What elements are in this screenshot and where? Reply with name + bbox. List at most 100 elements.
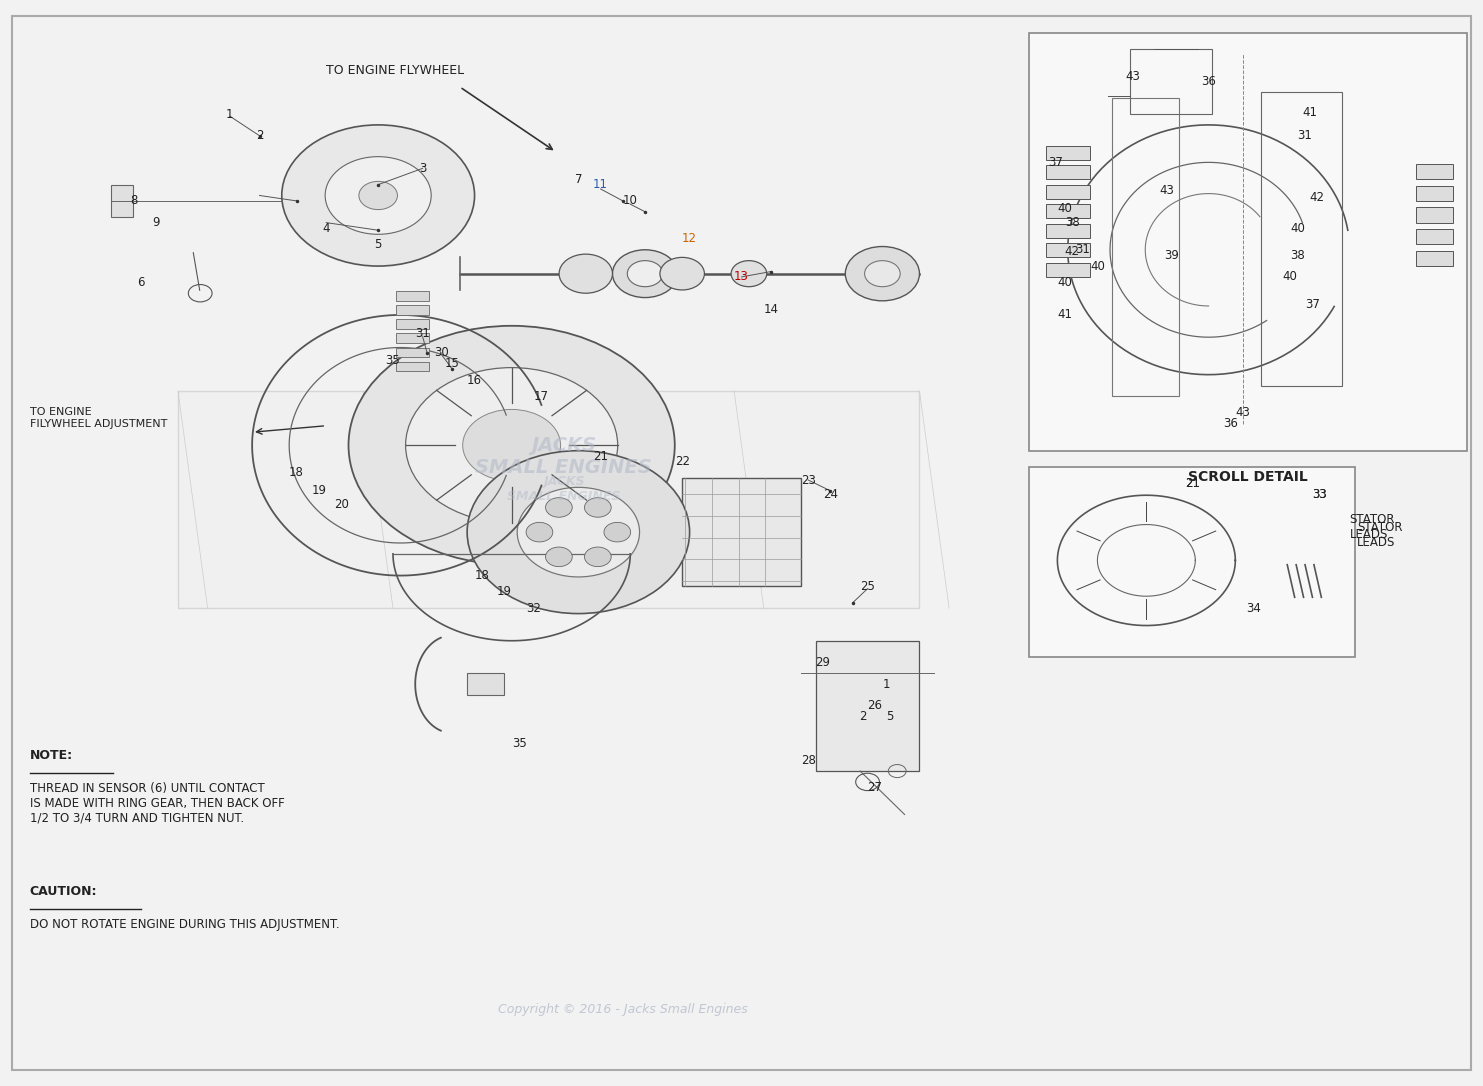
Circle shape	[865, 261, 900, 287]
Text: 31: 31	[415, 327, 430, 340]
Text: Copyright © 2016 - Jacks Small Engines: Copyright © 2016 - Jacks Small Engines	[498, 1003, 747, 1016]
Circle shape	[467, 451, 690, 614]
Text: SCROLL DETAIL: SCROLL DETAIL	[1188, 470, 1308, 484]
Text: 21: 21	[1185, 477, 1200, 490]
Text: STATOR
LEADS: STATOR LEADS	[1350, 513, 1396, 541]
Bar	[1416, 251, 1453, 266]
Text: CAUTION:: CAUTION:	[30, 885, 98, 898]
Text: 1: 1	[225, 108, 234, 121]
Text: 32: 32	[526, 602, 541, 615]
Text: 2: 2	[859, 710, 868, 723]
Text: 41: 41	[1302, 106, 1317, 119]
Bar	[1416, 207, 1453, 223]
Text: NOTE:: NOTE:	[30, 749, 73, 762]
Text: 22: 22	[675, 455, 690, 468]
Bar	[1046, 185, 1090, 199]
Text: TO ENGINE FLYWHEEL: TO ENGINE FLYWHEEL	[326, 64, 464, 77]
Bar	[396, 319, 429, 329]
Bar	[396, 305, 429, 315]
Text: 20: 20	[334, 498, 349, 512]
Bar	[396, 291, 429, 301]
Text: 33: 33	[1312, 488, 1327, 501]
Text: 17: 17	[534, 390, 549, 403]
Text: 3: 3	[420, 162, 426, 175]
Text: JACKS
SMALL ENGINES: JACKS SMALL ENGINES	[507, 475, 620, 503]
Circle shape	[559, 254, 612, 293]
Text: 10: 10	[623, 194, 638, 207]
Bar	[1046, 224, 1090, 238]
Circle shape	[546, 497, 572, 517]
Circle shape	[731, 261, 767, 287]
Text: 16: 16	[467, 374, 482, 387]
Text: 31: 31	[1075, 243, 1090, 256]
Text: 40: 40	[1057, 202, 1072, 215]
Text: 19: 19	[311, 484, 326, 497]
Bar	[1046, 146, 1090, 160]
Circle shape	[845, 247, 919, 301]
Text: 40: 40	[1090, 260, 1105, 273]
Text: 8: 8	[131, 194, 136, 207]
Text: 2: 2	[255, 129, 264, 142]
Circle shape	[405, 368, 617, 523]
Text: STATOR
LEADS: STATOR LEADS	[1357, 521, 1403, 550]
Circle shape	[584, 547, 611, 567]
Circle shape	[612, 250, 678, 298]
Bar	[396, 362, 429, 371]
Text: 11: 11	[593, 178, 608, 191]
Circle shape	[282, 125, 475, 266]
Bar	[682, 478, 801, 586]
Text: 12: 12	[682, 232, 697, 245]
Circle shape	[463, 409, 561, 481]
Text: 13: 13	[734, 270, 749, 283]
Circle shape	[660, 257, 704, 290]
Text: 31: 31	[1298, 129, 1312, 142]
Text: 1: 1	[882, 678, 891, 691]
Text: 40: 40	[1283, 270, 1298, 283]
Text: 37: 37	[1305, 298, 1320, 311]
Text: 38: 38	[1065, 216, 1080, 229]
Text: 40: 40	[1057, 276, 1072, 289]
Bar	[1416, 164, 1453, 179]
Text: 37: 37	[1048, 156, 1063, 169]
Text: 43: 43	[1160, 184, 1175, 197]
Text: THREAD IN SENSOR (6) UNTIL CONTACT
IS MADE WITH RING GEAR, THEN BACK OFF
1/2 TO : THREAD IN SENSOR (6) UNTIL CONTACT IS MA…	[30, 782, 285, 825]
Text: 41: 41	[1057, 308, 1072, 321]
Bar	[467, 673, 504, 695]
Text: 9: 9	[151, 216, 160, 229]
Bar	[1130, 49, 1212, 114]
Text: 24: 24	[823, 488, 838, 501]
Text: 38: 38	[1290, 249, 1305, 262]
Text: TO ENGINE
FILYWHEEL ADJUSTMENT: TO ENGINE FILYWHEEL ADJUSTMENT	[30, 407, 168, 429]
Circle shape	[604, 522, 630, 542]
Text: 36: 36	[1223, 417, 1238, 430]
Circle shape	[627, 261, 663, 287]
Text: 43: 43	[1235, 406, 1250, 419]
Bar	[111, 185, 133, 217]
Bar	[816, 641, 919, 771]
Text: 21: 21	[1185, 477, 1200, 490]
Bar	[1112, 98, 1179, 396]
Bar	[1416, 229, 1453, 244]
Circle shape	[518, 488, 639, 577]
Bar	[1416, 186, 1453, 201]
Polygon shape	[178, 391, 919, 608]
Text: 25: 25	[860, 580, 875, 593]
Text: 19: 19	[497, 585, 512, 598]
Bar	[396, 333, 429, 343]
FancyBboxPatch shape	[1029, 33, 1467, 451]
Text: 6: 6	[136, 276, 145, 289]
FancyBboxPatch shape	[1029, 467, 1355, 657]
Text: 4: 4	[322, 222, 331, 235]
Text: 42: 42	[1065, 245, 1080, 258]
Text: 28: 28	[801, 754, 816, 767]
Text: JACKS
SMALL ENGINES: JACKS SMALL ENGINES	[475, 435, 653, 477]
Text: 14: 14	[764, 303, 779, 316]
Circle shape	[546, 547, 572, 567]
Text: 27: 27	[868, 781, 882, 794]
Bar	[1046, 165, 1090, 179]
Text: 21: 21	[593, 450, 608, 463]
Text: 18: 18	[289, 466, 304, 479]
Text: 34: 34	[1246, 602, 1261, 615]
Bar	[396, 348, 429, 357]
Text: 5: 5	[375, 238, 381, 251]
